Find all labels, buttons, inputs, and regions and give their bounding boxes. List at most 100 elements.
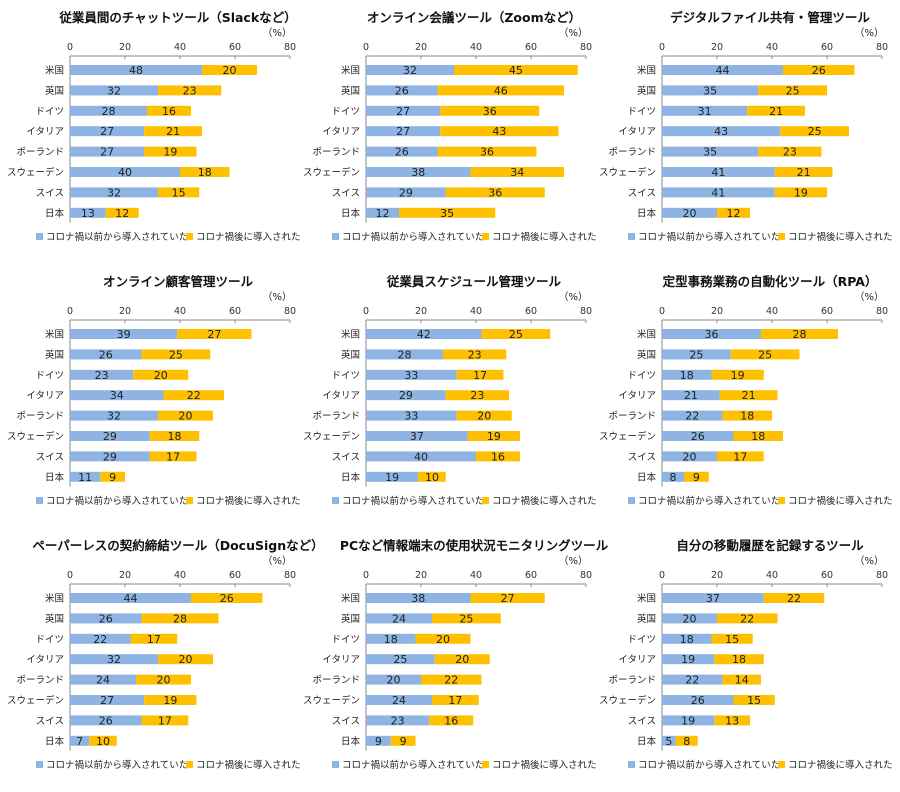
category-label: ドイツ — [627, 370, 656, 381]
legend-swatch-after — [186, 497, 193, 504]
bar-after-covid — [711, 369, 764, 380]
data-label-after: 9 — [693, 471, 700, 484]
category-label: イタリア — [26, 391, 64, 402]
data-label-before: 5 — [665, 735, 672, 748]
category-label: 英国 — [45, 613, 64, 625]
x-tick-label: 80 — [580, 570, 592, 581]
category-label: 日本 — [45, 207, 65, 219]
bar-after-covid — [445, 187, 545, 198]
category-label: 日本 — [637, 735, 657, 747]
bar-before-covid — [662, 349, 731, 360]
bar-before-covid — [366, 167, 471, 177]
category-label: ドイツ — [627, 634, 656, 645]
category-label: スウェーデン — [599, 695, 656, 707]
bar-before-covid — [366, 695, 432, 705]
data-label-before: 29 — [399, 389, 413, 402]
x-tick-label: 0 — [67, 42, 73, 53]
category-label: スウェーデン — [303, 431, 360, 443]
data-label-after: 10 — [96, 735, 110, 748]
bar-before-covid — [366, 410, 457, 421]
data-label-before: 35 — [703, 84, 717, 97]
data-label-after: 19 — [487, 430, 501, 443]
category-label: イタリア — [322, 127, 360, 138]
chart-panel-2: オンライン会議ツール（Zoomなど） （%） 0 20 40 60 80 米国 32 45 英国 26… — [296, 0, 597, 264]
bar-after-covid — [783, 65, 855, 75]
data-label-after: 23 — [183, 84, 197, 97]
legend-label-before: コロナ禍以前から導入されていた — [638, 759, 780, 771]
category-label: 日本 — [341, 207, 361, 219]
category-label: イタリア — [322, 391, 360, 402]
data-label-after: 18 — [732, 653, 746, 666]
category-label: スイス — [332, 188, 360, 199]
bar-after-covid — [719, 390, 778, 401]
bar-after-covid — [163, 390, 224, 401]
bar-before-covid — [70, 167, 180, 177]
chart-panel-5: 従業員スケジュール管理ツール （%） 0 20 40 60 80 米国 42 25 英国 28 23 ドイ… — [296, 264, 597, 528]
data-label-after: 20 — [179, 653, 193, 666]
data-label-before: 41 — [711, 186, 725, 199]
category-label: スウェーデン — [303, 167, 360, 179]
chart-title: PCなど情報端末の使用状況モニタリングツール — [340, 538, 609, 553]
data-label-after: 9 — [400, 735, 407, 748]
unit-label: （%） — [262, 291, 292, 303]
data-label-before: 28 — [102, 105, 116, 118]
data-label-after: 17 — [448, 694, 462, 707]
data-label-before: 22 — [685, 410, 699, 423]
x-tick-label: 0 — [67, 570, 73, 581]
legend-swatch-after — [482, 233, 489, 240]
bar-after-covid — [432, 613, 501, 624]
bar-before-covid — [366, 146, 438, 157]
category-label: 英国 — [637, 613, 656, 625]
x-tick-label: 40 — [766, 306, 778, 317]
category-label: スイス — [332, 452, 360, 463]
bar-before-covid — [70, 85, 158, 96]
bar-after-covid — [141, 715, 189, 726]
bar-after-covid — [456, 410, 512, 421]
data-label-after: 17 — [147, 633, 161, 646]
bar-after-covid — [390, 735, 416, 746]
chart-svg: 自分の移動履歴を記録するツール （%） 0 20 40 60 80 米国 37 22 英国 20 22 ド… — [599, 538, 893, 771]
bar-before-covid — [366, 85, 438, 96]
data-label-before: 19 — [681, 714, 695, 727]
bar-after-covid — [418, 471, 446, 482]
category-label: ポーランド — [608, 147, 656, 158]
x-tick-label: 60 — [525, 306, 537, 317]
category-label: イタリア — [618, 391, 656, 402]
chart-title: デジタルファイル共有・管理ツール — [670, 10, 870, 25]
legend-swatch-after — [482, 761, 489, 768]
bar-before-covid — [70, 65, 202, 75]
data-label-before: 48 — [129, 64, 143, 77]
x-tick-label: 0 — [659, 42, 665, 53]
legend-label-before: コロナ禍以前から導入されていた — [638, 495, 780, 507]
legend-swatch-before — [628, 497, 635, 504]
data-label-after: 25 — [459, 612, 473, 625]
x-tick-label: 40 — [174, 306, 186, 317]
data-label-before: 38 — [411, 592, 425, 605]
data-label-after: 18 — [740, 410, 754, 423]
chart-panel-9: 自分の移動履歴を記録するツール （%） 0 20 40 60 80 米国 37 22 英国 20 22 ド… — [592, 528, 893, 792]
category-label: 英国 — [637, 349, 656, 361]
category-label: ドイツ — [331, 634, 360, 645]
bar-after-covid — [454, 65, 578, 75]
data-label-before: 12 — [376, 207, 390, 220]
bar-after-covid — [89, 735, 117, 746]
legend-swatch-before — [332, 761, 339, 768]
bar-before-covid — [70, 633, 131, 644]
bar-before-covid — [662, 593, 764, 603]
data-label-after: 36 — [483, 105, 497, 118]
data-label-before: 18 — [384, 633, 398, 646]
data-label-before: 43 — [714, 125, 728, 138]
data-label-after: 19 — [163, 146, 177, 159]
data-label-before: 34 — [110, 389, 124, 402]
bar-before-covid — [662, 146, 759, 157]
data-label-after: 23 — [468, 348, 482, 361]
legend-swatch-before — [628, 761, 635, 768]
data-label-after: 25 — [786, 84, 800, 97]
bar-before-covid — [366, 187, 446, 198]
bar-after-covid — [758, 146, 822, 157]
bar-before-covid — [662, 431, 734, 441]
bar-after-covid — [434, 654, 490, 665]
legend-label-after: コロナ禍後に導入された — [788, 759, 893, 771]
category-label: ドイツ — [331, 106, 360, 117]
data-label-before: 40 — [118, 166, 132, 179]
